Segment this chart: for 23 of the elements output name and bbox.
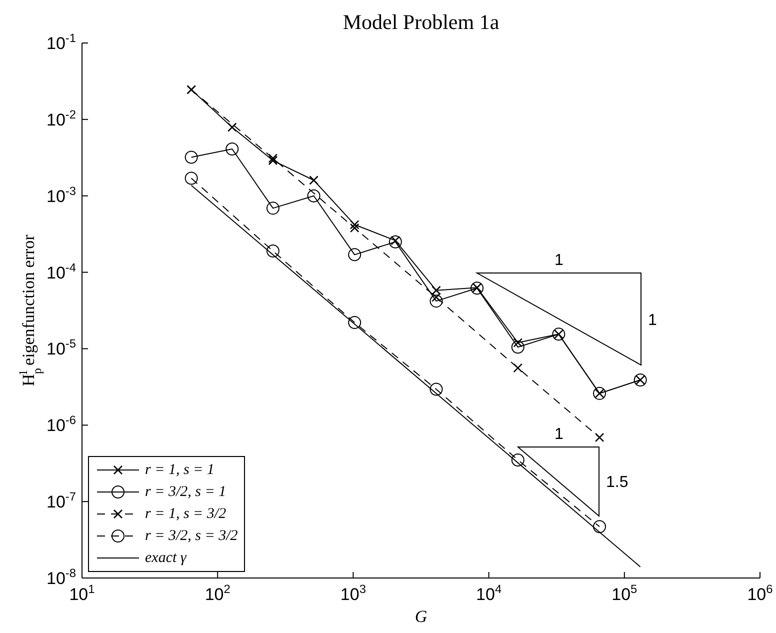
legend-label: exact γ: [145, 550, 186, 566]
chart-title: Model Problem 1a: [342, 10, 500, 35]
legend-label: r = 1, s = 1: [145, 462, 214, 478]
x-tick-label: 10$^{6}$: [747, 582, 774, 604]
x-tick-label: 10$^{2}$: [204, 582, 231, 604]
y-tick-label: 10$^{-2}$: [46, 107, 76, 130]
annotation: 1: [554, 252, 564, 269]
y-tick-label: 10$^{-7}$: [46, 490, 76, 512]
x-tick-label: 10$^{4}$: [476, 582, 502, 604]
legend-label: r = 1, s = 3/2: [145, 506, 226, 522]
y-tick-label: 10$^{-1}$: [46, 31, 76, 53]
y-tick-label: 10$^{-5}$: [46, 336, 76, 359]
annotation: 1.5: [606, 474, 628, 491]
x-tick-label: 10$^{5}$: [612, 582, 638, 604]
annotation: 1: [554, 426, 564, 443]
legend-label: r = 3/2, s = 3/2: [145, 528, 238, 544]
x-tick-label: 10$^{3}$: [340, 582, 366, 604]
legend-label: r = 3/2, s = 1: [145, 484, 226, 500]
y-tick-label: 10$^{-6}$: [46, 413, 76, 436]
y-tick-label: 10$^{-3}$: [46, 184, 76, 206]
annotation: 1: [648, 312, 657, 329]
x-axis-title: G: [414, 607, 428, 626]
y-tick-label: 10$^{-4}$: [46, 260, 76, 282]
